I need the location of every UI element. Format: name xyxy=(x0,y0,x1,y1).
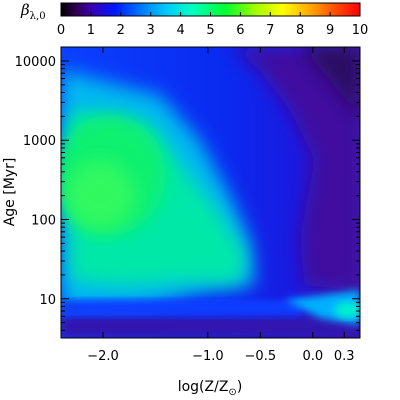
x-tick-label: 0.0 xyxy=(302,349,323,364)
colorbar: βλ,0 0 1 2 3 4 5 6 7 8 9 10 xyxy=(20,1,368,38)
heatmap-region-highz-young-peak xyxy=(334,302,360,318)
plot-frame xyxy=(60,46,361,339)
y-tick-label: 100 xyxy=(31,214,56,229)
heatmap-region-young-blue xyxy=(61,300,301,316)
x-tick-label: 0.3 xyxy=(334,349,355,364)
colorbar-tick-label: 4 xyxy=(176,23,184,38)
x-axis: −2.0 −1.0 −0.5 0.0 0.3 xyxy=(87,47,355,364)
x-tick-label: −2.0 xyxy=(87,349,119,364)
heatmap-region-low-beta xyxy=(230,47,360,290)
y-tick-label: 10000 xyxy=(15,55,56,70)
colorbar-tick-label: 9 xyxy=(326,23,334,38)
y-tick-label: 10 xyxy=(39,293,56,308)
heatmap-field xyxy=(61,47,360,338)
colorbar-tick-label: 7 xyxy=(266,23,274,38)
heatmap-region-peak-core xyxy=(65,160,135,230)
y-axis-title: Age [Myr] xyxy=(2,158,18,227)
y-tick-label: 1000 xyxy=(23,134,56,149)
heatmap-region-young-strip xyxy=(61,315,360,338)
colorbar-tick-label: 1 xyxy=(87,23,95,38)
y-axis: 10 100 1000 10000 xyxy=(15,55,360,331)
colorbar-title: βλ,0 xyxy=(20,1,46,22)
colorbar-tick-label: 10 xyxy=(352,23,369,38)
x-tick-label: −1.0 xyxy=(192,349,224,364)
heatmap-region-lowest-beta xyxy=(300,47,360,120)
colorbar-tick-label: 0 xyxy=(57,23,65,38)
x-tick-label: −0.5 xyxy=(245,349,277,364)
colorbar-tick-label: 8 xyxy=(296,23,304,38)
x-axis-title: log(Z/Z⊙) xyxy=(178,379,243,398)
colorbar-tick-label: 5 xyxy=(206,23,214,38)
colorbar-tick-label: 6 xyxy=(236,23,244,38)
colorbar-tick-label: 3 xyxy=(147,23,155,38)
colorbar-tick-label: 2 xyxy=(117,23,125,38)
